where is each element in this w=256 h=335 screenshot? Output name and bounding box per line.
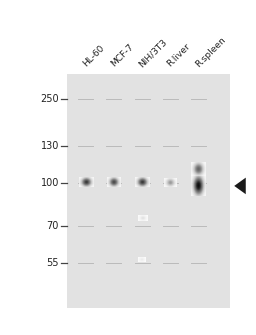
Text: R.spleen: R.spleen xyxy=(193,35,227,69)
Text: 130: 130 xyxy=(40,141,59,151)
Text: 55: 55 xyxy=(46,258,59,268)
Bar xyxy=(67,74,230,308)
Text: 70: 70 xyxy=(47,221,59,231)
Text: MCF-7: MCF-7 xyxy=(109,43,135,69)
Text: 250: 250 xyxy=(40,94,59,104)
Text: HL-60: HL-60 xyxy=(81,44,106,69)
Text: NIH/3T3: NIH/3T3 xyxy=(137,37,169,69)
Text: 100: 100 xyxy=(40,178,59,188)
Polygon shape xyxy=(234,178,246,194)
Text: R.liver: R.liver xyxy=(165,42,192,69)
